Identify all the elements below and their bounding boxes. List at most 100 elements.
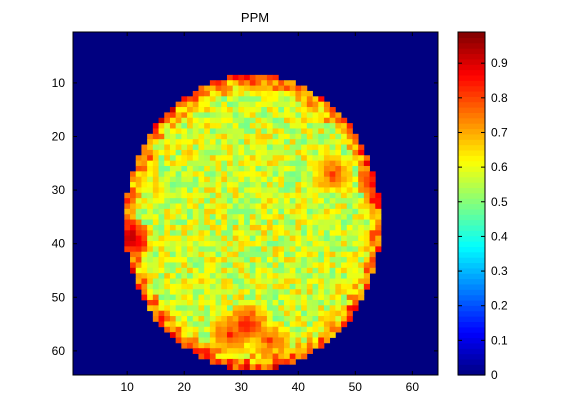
heatmap-cell	[358, 182, 365, 188]
heatmap-cell	[341, 198, 348, 204]
heatmap-cell	[318, 149, 325, 156]
heatmap-cell	[261, 230, 268, 237]
heatmap-cell	[312, 294, 319, 301]
heatmap-cell	[318, 133, 325, 140]
heatmap-cell	[301, 107, 308, 113]
heatmap-cell	[266, 219, 274, 226]
heatmap-cell	[289, 171, 296, 178]
heatmap-cell	[187, 214, 194, 220]
heatmap-cell	[323, 160, 331, 167]
heatmap-cell	[329, 171, 336, 178]
heatmap-cell	[249, 74, 256, 81]
heatmap-cell	[215, 160, 222, 167]
heatmap-cell	[261, 342, 268, 349]
heatmap-cell	[278, 294, 285, 301]
heatmap-cell	[278, 155, 285, 162]
heatmap-cell	[284, 85, 291, 92]
heatmap-cell	[158, 230, 165, 237]
heatmap-cell	[135, 203, 142, 210]
heatmap-cell	[158, 208, 165, 215]
heatmap-cell	[204, 305, 211, 312]
heatmap-cell	[244, 155, 251, 162]
heatmap-cell	[346, 128, 353, 135]
colorbar-segment	[458, 58, 485, 65]
heatmap-cell	[375, 214, 382, 220]
heatmap-cell	[209, 358, 216, 365]
colorbar-segment	[458, 64, 485, 71]
heatmap-cell	[141, 176, 148, 183]
heatmap-cell	[226, 160, 234, 167]
heatmap-cell	[226, 364, 234, 371]
heatmap-cell	[312, 149, 319, 156]
heatmap-cell	[284, 273, 291, 279]
heatmap-cell	[255, 198, 262, 204]
heatmap-cell	[181, 246, 188, 253]
heatmap-cell	[289, 128, 296, 135]
heatmap-cell	[169, 107, 177, 113]
heatmap-cell	[341, 283, 348, 290]
colorbar-segment	[458, 310, 485, 317]
heatmap-cell	[244, 117, 251, 124]
heatmap-cell	[272, 273, 279, 279]
heatmap-cell	[187, 224, 194, 231]
heatmap-cell	[232, 144, 239, 151]
heatmap-cell	[255, 101, 262, 108]
heatmap-cell	[346, 182, 353, 188]
colorbar-tick-label: 0.2	[491, 299, 508, 313]
heatmap-cell	[204, 214, 211, 220]
heatmap-cell	[261, 294, 268, 301]
heatmap-cell	[232, 278, 239, 285]
heatmap-cell	[181, 310, 188, 317]
heatmap-cell	[323, 299, 331, 306]
heatmap-cell	[272, 241, 279, 247]
heatmap-cell	[295, 283, 302, 290]
heatmap-cell	[192, 214, 199, 220]
heatmap-cell	[306, 262, 313, 269]
heatmap-cell	[329, 149, 336, 156]
heatmap-cell	[306, 176, 313, 183]
heatmap-cell	[244, 353, 251, 360]
heatmap-cell	[158, 299, 165, 306]
heatmap-cell	[249, 326, 256, 333]
heatmap-cell	[238, 235, 245, 242]
heatmap-cell	[141, 144, 148, 151]
heatmap-cell	[232, 117, 239, 124]
heatmap-cell	[244, 289, 251, 296]
heatmap-cell	[244, 198, 251, 204]
colorbar-segment	[458, 230, 485, 237]
heatmap-cell	[358, 294, 365, 301]
heatmap-cell	[221, 107, 228, 113]
heatmap-cell	[341, 316, 348, 322]
heatmap-cell	[130, 192, 137, 199]
heatmap-cell	[363, 198, 370, 204]
heatmap-cell	[272, 337, 279, 344]
heatmap-cell	[221, 299, 228, 306]
heatmap-cell	[244, 246, 251, 253]
heatmap-cell	[221, 133, 228, 140]
heatmap-cell	[187, 241, 194, 247]
heatmap-cell	[289, 219, 296, 226]
heatmap-cell	[369, 267, 376, 274]
heatmap-cell	[306, 112, 313, 119]
heatmap-cell	[158, 176, 165, 183]
heatmap-cell	[306, 289, 313, 296]
heatmap-cell	[301, 90, 308, 97]
heatmap-cell	[181, 241, 188, 247]
heatmap-cell	[187, 133, 194, 140]
heatmap-cell	[335, 294, 342, 301]
heatmap-cell	[363, 182, 370, 188]
heatmap-cell	[335, 321, 342, 328]
heatmap-cell	[181, 176, 188, 183]
heatmap-cell	[346, 203, 353, 210]
heatmap-cell	[341, 289, 348, 296]
heatmap-cell	[141, 278, 148, 285]
heatmap-cell	[141, 149, 148, 156]
heatmap-cell	[295, 182, 302, 188]
heatmap-cell	[215, 348, 222, 354]
x-tick-label: 40	[292, 380, 306, 394]
heatmap-cell	[209, 112, 216, 119]
heatmap-cell	[135, 241, 142, 247]
heatmap-cell	[312, 133, 319, 140]
heatmap-cell	[341, 155, 348, 162]
colorbar-segment	[458, 53, 485, 60]
